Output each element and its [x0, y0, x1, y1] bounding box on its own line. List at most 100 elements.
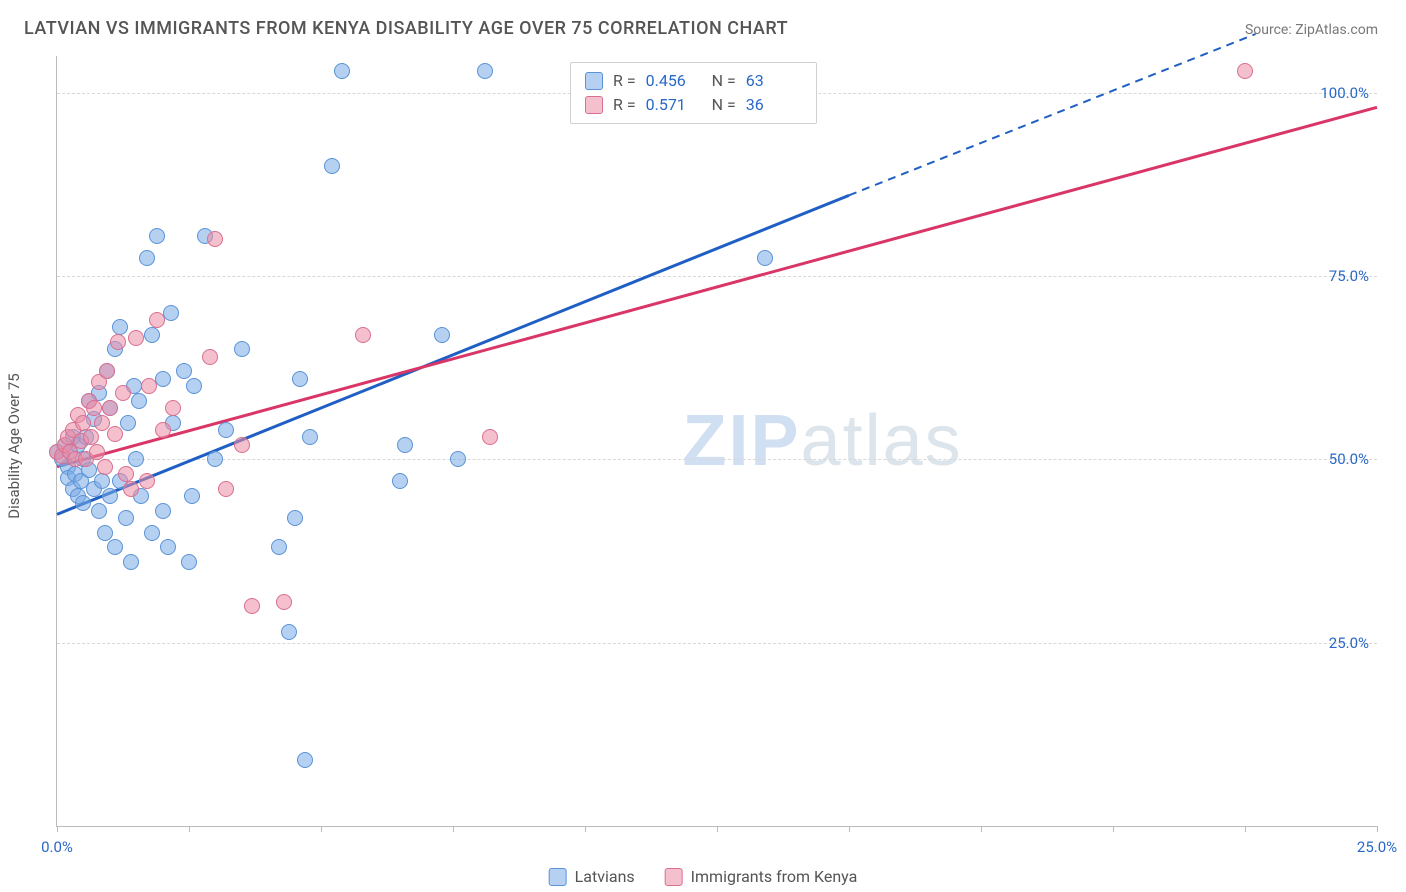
legend-swatch-icon — [585, 96, 603, 114]
data-point — [97, 525, 113, 541]
data-point — [128, 451, 144, 467]
n-value: 63 — [746, 69, 802, 93]
legend-item-kenya: Immigrants from Kenya — [665, 867, 858, 886]
data-point — [144, 327, 160, 343]
trend-layer — [57, 56, 1377, 826]
data-point — [202, 349, 218, 365]
x-tick — [1245, 826, 1246, 832]
trend-line — [57, 195, 849, 514]
data-point — [89, 444, 105, 460]
x-tick — [1377, 826, 1378, 832]
legend-stats-box: R = 0.456 N = 63 R = 0.571 N = 36 — [570, 62, 817, 124]
x-tick — [585, 826, 586, 832]
data-point — [234, 437, 250, 453]
x-tick — [1113, 826, 1114, 832]
x-tick-label: 25.0% — [1357, 838, 1397, 856]
data-point — [118, 466, 134, 482]
data-point — [207, 231, 223, 247]
legend-swatch-icon — [585, 72, 603, 90]
stat-label: N = — [712, 69, 736, 93]
data-point — [112, 319, 128, 335]
data-point — [218, 481, 234, 497]
stat-label: R = — [613, 93, 636, 117]
data-point — [450, 451, 466, 467]
data-point — [281, 624, 297, 640]
data-point — [184, 488, 200, 504]
legend-stats-row: R = 0.456 N = 63 — [585, 69, 802, 93]
data-point — [131, 393, 147, 409]
data-point — [302, 429, 318, 445]
data-point — [120, 415, 136, 431]
x-tick — [321, 826, 322, 832]
data-point — [392, 473, 408, 489]
legend-label: Latvians — [575, 867, 635, 886]
data-point — [482, 429, 498, 445]
x-tick — [453, 826, 454, 832]
data-point — [397, 437, 413, 453]
data-point — [91, 503, 107, 519]
x-tick-label: 0.0% — [41, 838, 73, 856]
data-point — [287, 510, 303, 526]
data-point — [234, 341, 250, 357]
data-point — [155, 503, 171, 519]
r-value: 0.571 — [646, 93, 702, 117]
legend-item-latvians: Latvians — [549, 867, 635, 886]
data-point — [75, 495, 91, 511]
data-point — [271, 539, 287, 555]
legend-swatch-icon — [665, 868, 683, 886]
legend-bottom: Latvians Immigrants from Kenya — [549, 867, 858, 886]
x-tick — [981, 826, 982, 832]
data-point — [99, 363, 115, 379]
data-point — [218, 422, 234, 438]
chart-title: LATVIAN VS IMMIGRANTS FROM KENYA DISABIL… — [24, 18, 788, 39]
data-point — [244, 598, 260, 614]
data-point — [186, 378, 202, 394]
source-attribution: Source: ZipAtlas.com — [1245, 22, 1378, 38]
data-point — [477, 63, 493, 79]
legend-stats-row: R = 0.571 N = 36 — [585, 93, 802, 117]
data-point — [144, 525, 160, 541]
data-point — [292, 371, 308, 387]
data-point — [94, 473, 110, 489]
data-point — [141, 378, 157, 394]
data-point — [181, 554, 197, 570]
data-point — [434, 327, 450, 343]
data-point — [139, 473, 155, 489]
data-point — [83, 429, 99, 445]
trend-line-extension — [849, 34, 1256, 195]
n-value: 36 — [746, 93, 802, 117]
data-point — [110, 334, 126, 350]
data-point — [276, 594, 292, 610]
trend-line — [57, 107, 1377, 466]
data-point — [115, 385, 131, 401]
data-point — [165, 400, 181, 416]
data-point — [107, 426, 123, 442]
legend-label: Immigrants from Kenya — [691, 867, 858, 886]
data-point — [160, 539, 176, 555]
data-point — [1237, 63, 1253, 79]
y-axis-label: Disability Age Over 75 — [5, 373, 23, 518]
data-point — [107, 539, 123, 555]
data-point — [757, 250, 773, 266]
legend-swatch-icon — [549, 868, 567, 886]
r-value: 0.456 — [646, 69, 702, 93]
data-point — [139, 250, 155, 266]
data-point — [128, 330, 144, 346]
data-point — [86, 400, 102, 416]
data-point — [149, 228, 165, 244]
data-point — [123, 554, 139, 570]
data-point — [149, 312, 165, 328]
stat-label: R = — [613, 69, 636, 93]
x-tick — [717, 826, 718, 832]
data-point — [75, 415, 91, 431]
x-tick — [849, 826, 850, 832]
data-point — [123, 481, 139, 497]
x-tick — [57, 826, 58, 832]
data-point — [97, 459, 113, 475]
x-tick — [189, 826, 190, 832]
data-point — [118, 510, 134, 526]
data-point — [334, 63, 350, 79]
data-point — [102, 400, 118, 416]
data-point — [155, 422, 171, 438]
data-point — [207, 451, 223, 467]
